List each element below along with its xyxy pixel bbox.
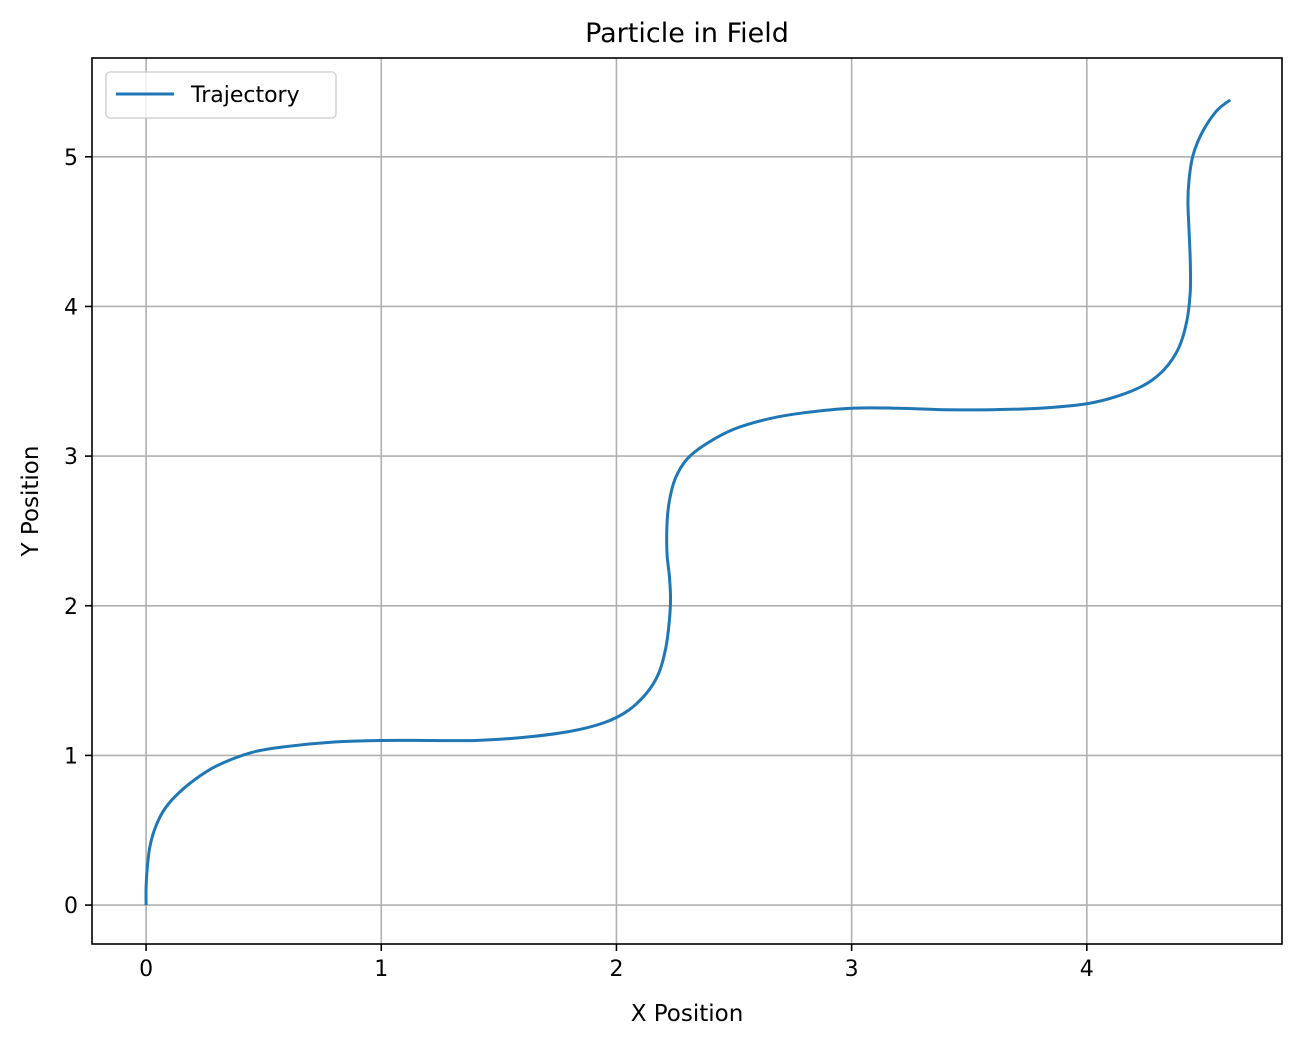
plot-frame xyxy=(91,57,1283,945)
x-axis-label: X Position xyxy=(631,1001,744,1027)
y-tick-label: 4 xyxy=(64,295,78,320)
y-tick-label: 1 xyxy=(64,744,78,769)
legend: Trajectory xyxy=(105,71,337,119)
y-tick-label: 5 xyxy=(64,146,78,171)
chart-title: Particle in Field xyxy=(585,18,789,49)
grid xyxy=(92,58,1282,944)
y-tick-label: 0 xyxy=(64,894,78,919)
ticks: 0 1 2 3 4 0 1 2 3 4 5 xyxy=(64,146,1094,982)
x-tick-label: 0 xyxy=(139,957,153,982)
x-tick-label: 2 xyxy=(609,957,623,982)
y-axis-label: Y Position xyxy=(18,446,44,558)
y-tick-label: 3 xyxy=(64,445,78,470)
series-layer xyxy=(144,98,1232,906)
legend-box xyxy=(105,71,337,119)
x-tick-label: 1 xyxy=(374,957,388,982)
x-tick-label: 4 xyxy=(1080,957,1094,982)
y-tick-label: 2 xyxy=(64,595,78,620)
series-line-trajectory xyxy=(144,98,1232,906)
x-tick-label: 3 xyxy=(845,957,859,982)
legend-label-trajectory: Trajectory xyxy=(190,83,300,108)
